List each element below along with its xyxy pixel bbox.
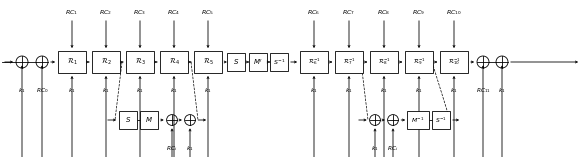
FancyBboxPatch shape xyxy=(119,111,137,129)
Text: $RC_2$: $RC_2$ xyxy=(100,8,113,17)
Text: $\mathcal{R}_5$: $\mathcal{R}_5$ xyxy=(203,57,213,67)
FancyBboxPatch shape xyxy=(432,111,450,129)
Text: $S$: $S$ xyxy=(233,57,239,67)
Text: $RC_8$: $RC_8$ xyxy=(377,8,391,17)
FancyBboxPatch shape xyxy=(160,51,188,73)
Text: $S^{-1}$: $S^{-1}$ xyxy=(435,115,447,125)
Text: $RC_5$: $RC_5$ xyxy=(202,8,215,17)
Text: $S$: $S$ xyxy=(125,116,131,125)
FancyBboxPatch shape xyxy=(440,51,468,73)
Text: $RC_3$: $RC_3$ xyxy=(134,8,146,17)
Text: $RC_9$: $RC_9$ xyxy=(412,8,426,17)
Text: $M$: $M$ xyxy=(145,116,153,125)
Text: $k_1$: $k_1$ xyxy=(498,86,506,95)
Text: $k_1$: $k_1$ xyxy=(18,86,26,95)
Text: $RC_1$: $RC_1$ xyxy=(65,8,79,17)
Text: $k_1$: $k_1$ xyxy=(345,86,353,95)
FancyBboxPatch shape xyxy=(407,111,429,129)
FancyBboxPatch shape xyxy=(126,51,154,73)
Text: $RC_7$: $RC_7$ xyxy=(342,8,356,17)
Text: $k_1$: $k_1$ xyxy=(415,86,423,95)
Text: $M^{\prime}$: $M^{\prime}$ xyxy=(253,57,263,67)
FancyBboxPatch shape xyxy=(300,51,328,73)
FancyBboxPatch shape xyxy=(227,53,245,71)
FancyBboxPatch shape xyxy=(194,51,222,73)
FancyBboxPatch shape xyxy=(140,111,158,129)
FancyBboxPatch shape xyxy=(335,51,363,73)
Text: $k_1$: $k_1$ xyxy=(371,144,379,153)
Text: $RC_{11}$: $RC_{11}$ xyxy=(476,86,490,95)
Text: $RC_0$: $RC_0$ xyxy=(36,86,48,95)
Text: $\mathcal{R}_9^{-1}$: $\mathcal{R}_9^{-1}$ xyxy=(413,57,426,67)
Text: $\mathcal{R}_1$: $\mathcal{R}_1$ xyxy=(66,57,78,67)
Text: $k_1$: $k_1$ xyxy=(310,86,318,95)
Text: $\mathcal{R}_2$: $\mathcal{R}_2$ xyxy=(101,57,111,67)
Text: $RC_6$: $RC_6$ xyxy=(307,8,321,17)
Text: $k_1$: $k_1$ xyxy=(450,86,458,95)
Text: $\mathcal{R}_{10}^{-1}$: $\mathcal{R}_{10}^{-1}$ xyxy=(448,57,461,67)
Text: $k_1$: $k_1$ xyxy=(102,86,110,95)
FancyBboxPatch shape xyxy=(370,51,398,73)
FancyBboxPatch shape xyxy=(92,51,120,73)
Text: $k_1$: $k_1$ xyxy=(186,144,194,153)
Text: $RC_i$: $RC_i$ xyxy=(166,144,178,153)
Text: $k_1$: $k_1$ xyxy=(170,86,178,95)
Text: $S^{-1}$: $S^{-1}$ xyxy=(273,57,285,67)
Text: $RC_i$: $RC_i$ xyxy=(387,144,399,153)
Text: $\mathcal{R}_6^{-1}$: $\mathcal{R}_6^{-1}$ xyxy=(308,57,321,67)
Text: $\mathcal{R}_7^{-1}$: $\mathcal{R}_7^{-1}$ xyxy=(343,57,356,67)
FancyBboxPatch shape xyxy=(249,53,267,71)
FancyBboxPatch shape xyxy=(405,51,433,73)
FancyBboxPatch shape xyxy=(270,53,288,71)
Text: $\mathcal{R}_8^{-1}$: $\mathcal{R}_8^{-1}$ xyxy=(378,57,391,67)
Text: $\mathcal{R}_4$: $\mathcal{R}_4$ xyxy=(168,57,180,67)
Text: $RC_{10}$: $RC_{10}$ xyxy=(446,8,462,17)
Text: $RC_4$: $RC_4$ xyxy=(167,8,181,17)
Text: $M^{-1}$: $M^{-1}$ xyxy=(412,115,424,125)
Text: $k_1$: $k_1$ xyxy=(136,86,144,95)
Text: $\mathcal{R}_3$: $\mathcal{R}_3$ xyxy=(135,57,145,67)
Text: $k_1$: $k_1$ xyxy=(204,86,212,95)
Text: $k_1$: $k_1$ xyxy=(68,86,76,95)
FancyBboxPatch shape xyxy=(58,51,86,73)
Text: $k_1$: $k_1$ xyxy=(380,86,388,95)
